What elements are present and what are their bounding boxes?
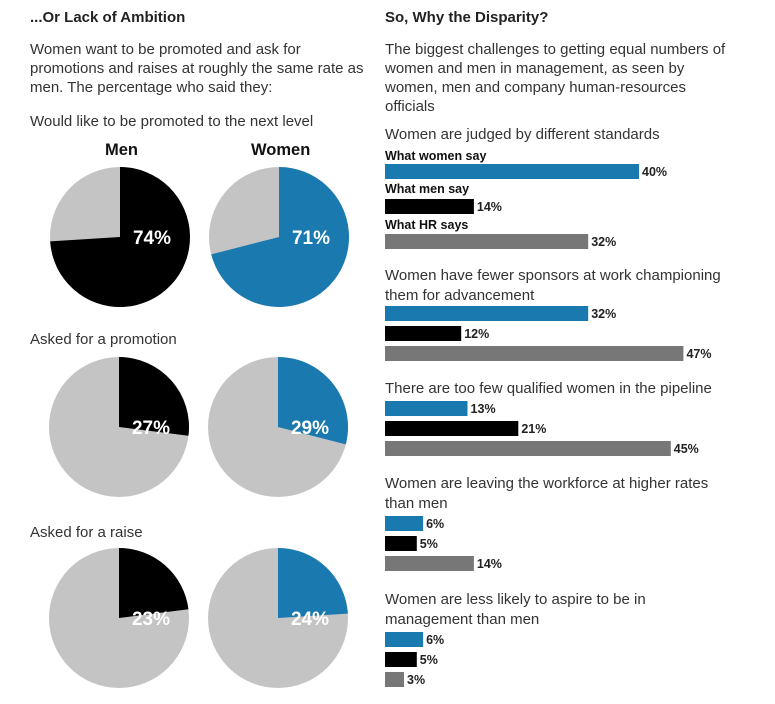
pie-label-asked-promotion-men: 27% [132,418,170,439]
bar-label-leaving-men: 5% [420,537,438,551]
bar-pipeline-men [385,421,519,436]
series-label-hr: What HR says [385,218,469,232]
bar-label-sponsors-hr: 47% [686,347,711,361]
pie-label-asked-raise-women: 24% [291,609,329,630]
category-label-pipeline: There are too few qualified women in the… [385,380,712,397]
pie-label-promoted-men: 74% [133,228,171,249]
category-label-sponsors-line-1: Women have fewer sponsors at work champi… [385,267,721,284]
category-label-leaving-line-1: Women are leaving the workforce at highe… [385,475,709,492]
right-title: So, Why the Disparity? [385,9,549,26]
bar-label-leaving-women: 6% [426,517,444,531]
bar-sponsors-women [385,306,589,321]
bar-label-sponsors-women: 32% [591,307,616,321]
category-label-aspire-line-2: management than men [385,611,540,628]
bar-standards-women [385,164,639,179]
bar-standards-men [385,199,474,214]
right-intro-line-1: The biggest challenges to getting equal … [385,41,726,58]
bar-label-standards-women: 40% [642,165,667,179]
right-intro-line-3: women, men and company human-resources [385,79,686,96]
left-title: ...Or Lack of Ambition [30,9,186,26]
bar-aspire-men [385,652,417,667]
bar-sponsors-hr [385,346,684,361]
category-label-leaving-line-2: than men [385,495,448,512]
left-intro-line-2: promotions and raises at roughly the sam… [30,60,364,77]
column-header-women: Women [251,141,311,159]
bar-label-aspire-women: 6% [426,633,444,647]
left-intro-line-3: men. The percentage who said they: [30,79,273,96]
bar-leaving-men [385,536,417,551]
bar-label-leaving-hr: 14% [477,557,502,571]
bar-pipeline-women [385,401,468,416]
bar-aspire-hr [385,672,404,687]
pie-slice-promoted-women [211,167,350,307]
pie-group-title-promoted: Would like to be promoted to the next le… [30,113,314,130]
bar-label-aspire-men: 5% [420,653,438,667]
bar-label-standards-men: 14% [477,200,502,214]
series-label-women: What women say [385,149,487,163]
column-header-men: Men [105,141,138,159]
bar-label-pipeline-hr: 45% [674,442,699,456]
right-intro-line-4: officials [385,98,435,115]
bar-leaving-women [385,516,424,531]
bar-label-pipeline-men: 21% [521,422,546,436]
pie-group-title-asked-promotion: Asked for a promotion [30,331,177,348]
pie-label-asked-promotion-women: 29% [291,418,329,439]
bar-leaving-hr [385,556,474,571]
pie-slice-promoted-men [50,167,191,307]
bar-sponsors-men [385,326,462,341]
series-label-men: What men say [385,182,470,196]
bar-aspire-women [385,632,424,647]
pie-group-title-asked-raise: Asked for a raise [30,524,143,541]
bar-label-sponsors-men: 12% [464,327,489,341]
right-intro-line-2: women and men in management, as seen by [385,60,685,77]
bar-label-pipeline-women: 13% [471,402,496,416]
pie-label-asked-raise-men: 23% [132,609,170,630]
category-label-standards: Women are judged by different standards [385,126,660,143]
left-intro-line-1: Women want to be promoted and ask for [30,41,301,58]
pie-slice-asked-raise-women [278,548,348,618]
category-label-sponsors-line-2: them for advancement [385,287,535,304]
pie-slice-asked-promotion-women [278,357,348,445]
pie-charts: 74% 71% 27% 29% 23% 24% [49,167,350,688]
pie-label-promoted-women: 71% [292,228,330,249]
bar-label-aspire-hr: 3% [407,673,425,687]
category-label-aspire-line-1: Women are less likely to aspire to be in [385,591,646,608]
bar-standards-hr [385,234,589,249]
pie-slice-asked-raise-men [119,548,189,618]
bar-label-standards-hr: 32% [591,235,616,249]
pie-slice-asked-promotion-men [119,357,190,436]
bar-pipeline-hr [385,441,671,456]
